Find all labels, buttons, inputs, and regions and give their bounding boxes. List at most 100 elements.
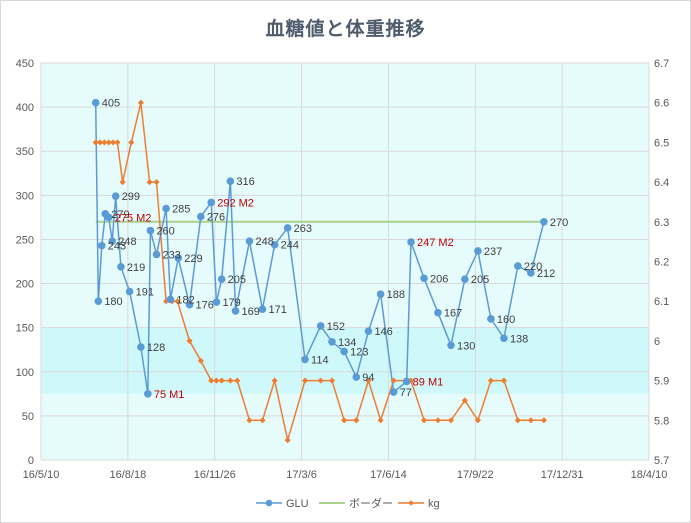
kg-point bbox=[487, 377, 495, 384]
glu-data-label: 171 bbox=[268, 304, 286, 316]
chart-title: 血糖値と体重推移 bbox=[265, 18, 426, 40]
glu-data-label: 146 bbox=[374, 326, 392, 338]
glu-data-label: 212 bbox=[537, 268, 555, 280]
x-tick-label: 16/5/10 bbox=[23, 469, 60, 481]
glu-point bbox=[474, 247, 482, 255]
glu-point bbox=[487, 315, 495, 323]
glu-data-label: 292 M2 bbox=[217, 197, 254, 209]
glu-data-label: 405 bbox=[102, 98, 120, 110]
y2-tick-label: 6.4 bbox=[654, 177, 669, 189]
glu-point bbox=[212, 298, 221, 306]
glu-point bbox=[258, 305, 267, 313]
glu-point bbox=[94, 297, 103, 306]
kg-point bbox=[540, 417, 548, 424]
kg-point bbox=[461, 397, 469, 404]
glu-data-label: 237 bbox=[484, 246, 502, 258]
glu-point bbox=[352, 373, 361, 381]
kg-point bbox=[317, 377, 324, 384]
legend-label: kg bbox=[428, 498, 440, 510]
glu-data-label: 167 bbox=[444, 308, 462, 320]
glu-data-label: 263 bbox=[294, 223, 312, 235]
glu-point bbox=[174, 254, 183, 262]
legend-marker bbox=[265, 499, 273, 507]
glu-data-label: 233 bbox=[163, 249, 181, 261]
glu-point bbox=[540, 218, 548, 226]
kg-point bbox=[500, 377, 508, 384]
y2-tick-label: 6.7 bbox=[654, 58, 669, 70]
glu-data-label: 180 bbox=[104, 296, 122, 308]
glu-data-label: 191 bbox=[136, 286, 154, 298]
y-tick-label: 450 bbox=[16, 58, 34, 70]
y2-tick-label: 6.1 bbox=[654, 296, 669, 308]
y-tick-label: 150 bbox=[16, 323, 34, 335]
y-tick-label: 0 bbox=[28, 455, 34, 467]
glu-data-label: 219 bbox=[127, 262, 145, 274]
kg-point bbox=[284, 436, 291, 444]
glu-point bbox=[197, 212, 205, 221]
glu-data-label: 123 bbox=[350, 346, 368, 358]
kg-point bbox=[365, 377, 372, 384]
y-tick-label: 400 bbox=[16, 102, 34, 114]
kg-point bbox=[301, 377, 309, 384]
kg-point bbox=[197, 357, 204, 364]
plot-area bbox=[41, 63, 649, 460]
kg-point bbox=[109, 139, 117, 146]
glu-data-label: 243 bbox=[108, 241, 126, 253]
y2-tick-label: 5.7 bbox=[654, 455, 669, 467]
glu-data-label: 220 bbox=[524, 261, 542, 273]
kg-point bbox=[474, 417, 482, 424]
glu-data-label: 188 bbox=[387, 289, 405, 301]
kg-point bbox=[527, 417, 535, 424]
glu-data-label: 248 bbox=[118, 236, 136, 248]
x-tick-label: 16/11/26 bbox=[194, 469, 236, 481]
glu-data-label: 279 bbox=[111, 209, 129, 221]
glu-point bbox=[231, 307, 240, 315]
glu-data-label: 182 bbox=[176, 294, 194, 306]
glu-point bbox=[514, 262, 522, 270]
kg-point bbox=[514, 417, 521, 424]
glu-point bbox=[340, 347, 348, 356]
glu-data-label: 285 bbox=[172, 204, 190, 216]
kg-point bbox=[146, 178, 153, 186]
glu-point bbox=[146, 226, 155, 235]
kg-point bbox=[137, 99, 145, 106]
glu-data-label: 169 bbox=[242, 306, 260, 318]
x-tick-label: 18/4/10 bbox=[631, 469, 668, 481]
glu-data-label: 247 M2 bbox=[417, 237, 454, 249]
glu-point bbox=[316, 322, 325, 330]
glu-point bbox=[226, 177, 235, 186]
x-tick-label: 17/6/14 bbox=[370, 469, 407, 481]
glu-data-label: 179 bbox=[222, 297, 240, 309]
glu-data-label: 316 bbox=[236, 176, 254, 188]
kg-point bbox=[128, 139, 135, 146]
glu-point bbox=[108, 237, 117, 246]
glu-data-label: 114 bbox=[311, 354, 329, 366]
glu-point bbox=[402, 377, 411, 386]
kg-point bbox=[92, 139, 99, 146]
glu-data-label: 138 bbox=[510, 333, 528, 345]
legend-label: GLU bbox=[286, 498, 309, 510]
glu-data-label: 128 bbox=[147, 342, 165, 354]
kg-point bbox=[271, 377, 278, 384]
glu-point bbox=[98, 241, 106, 250]
glu-point bbox=[461, 275, 469, 283]
glu-point bbox=[185, 300, 194, 309]
glu-data-label: 134 bbox=[338, 337, 356, 349]
glu-point bbox=[152, 250, 161, 259]
glu-data-label: 248 bbox=[255, 236, 273, 248]
glu-data-label: 89 M1 bbox=[413, 376, 444, 388]
glu-point bbox=[447, 341, 455, 350]
y-tick-label: 350 bbox=[16, 146, 34, 158]
glu-point bbox=[270, 240, 279, 249]
x-tick-label: 17/9/22 bbox=[457, 469, 494, 481]
kg-point bbox=[340, 417, 348, 424]
kg-point bbox=[447, 417, 455, 424]
legend-marker bbox=[408, 500, 414, 506]
glu-data-label: 270 bbox=[550, 217, 568, 229]
kg-point bbox=[328, 377, 336, 384]
kg-point bbox=[101, 139, 108, 146]
y2-tick-label: 6 bbox=[654, 336, 660, 348]
glu-point bbox=[125, 287, 134, 296]
glu-data-label: 152 bbox=[327, 321, 345, 333]
y2-tick-label: 5.8 bbox=[654, 415, 669, 427]
